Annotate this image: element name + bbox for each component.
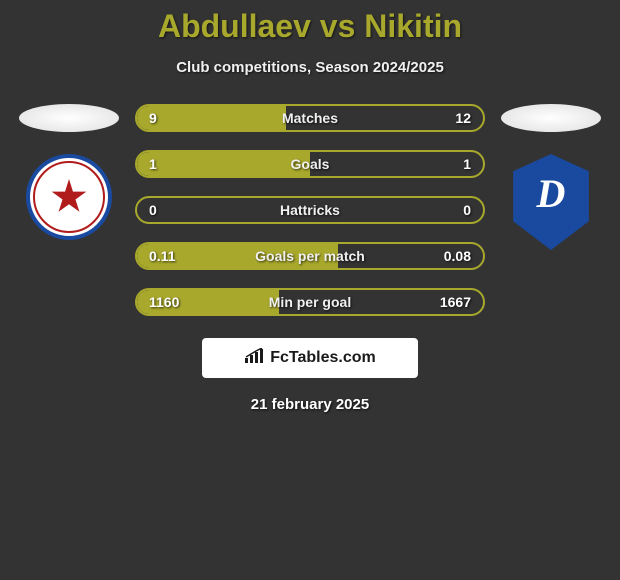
crest-right-letter-icon: D xyxy=(537,170,566,217)
stat-right-value: 12 xyxy=(455,110,471,126)
stat-row: 1160Min per goal1667 xyxy=(135,288,485,316)
stat-label: Matches xyxy=(137,110,483,126)
stat-right-value: 0 xyxy=(463,202,471,218)
brand-badge[interactable]: FcTables.com xyxy=(202,338,418,378)
right-player-column: D xyxy=(501,104,601,250)
stats-list: 9Matches12 1Goals1 0Hattricks0 0.11Goals pe… xyxy=(135,104,485,316)
team-crest-left xyxy=(26,154,112,240)
stat-right-value: 1667 xyxy=(440,294,471,310)
subtitle: Club competitions, Season 2024/2025 xyxy=(0,59,620,76)
brand-text: FcTables.com xyxy=(270,349,376,367)
player-oval-left xyxy=(19,104,119,132)
comparison-card: Abdullaev vs Nikitin Club competitions, … xyxy=(0,0,620,413)
stat-label: Goals xyxy=(137,156,483,172)
date-text: 21 february 2025 xyxy=(0,396,620,413)
stat-right-value: 1 xyxy=(463,156,471,172)
page-title: Abdullaev vs Nikitin xyxy=(0,8,620,45)
chart-icon xyxy=(244,348,264,369)
stat-right-value: 0.08 xyxy=(444,248,471,264)
stat-label: Min per goal xyxy=(137,294,483,310)
main-content: 9Matches12 1Goals1 0Hattricks0 0.11Goals pe… xyxy=(0,104,620,316)
left-player-column xyxy=(19,104,119,240)
stat-label: Hattricks xyxy=(137,202,483,218)
stat-row: 9Matches12 xyxy=(135,104,485,132)
stat-row: 0Hattricks0 xyxy=(135,196,485,224)
stat-row: 0.11Goals per match0.08 xyxy=(135,242,485,270)
stat-label: Goals per match xyxy=(137,248,483,264)
player-oval-right xyxy=(501,104,601,132)
team-crest-right: D xyxy=(508,154,594,250)
stat-row: 1Goals1 xyxy=(135,150,485,178)
